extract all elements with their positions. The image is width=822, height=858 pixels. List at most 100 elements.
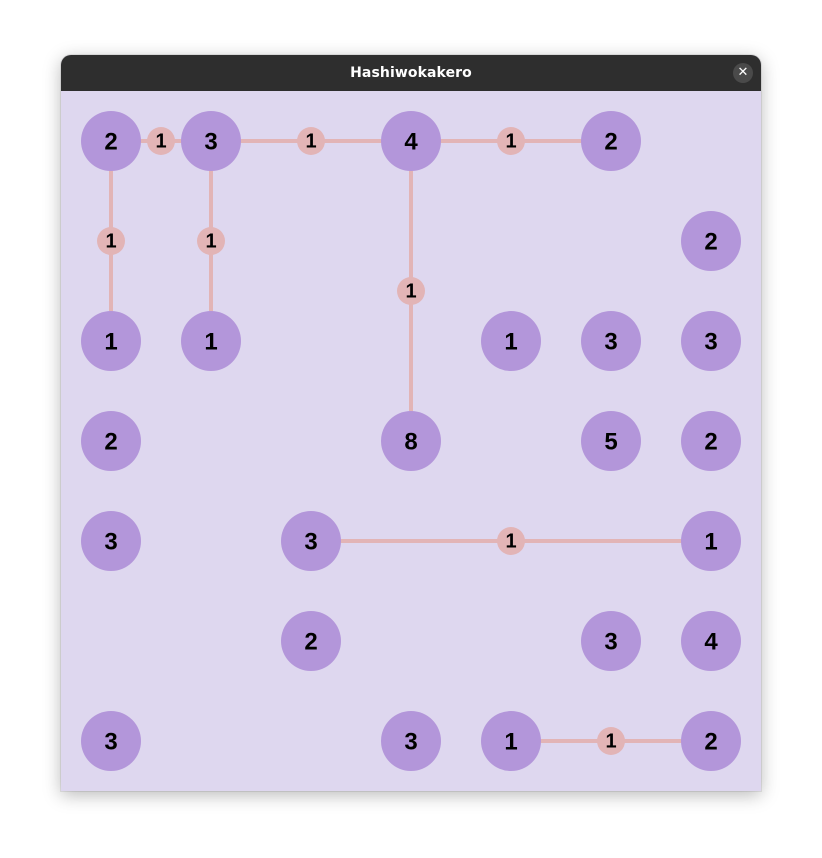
island-circle[interactable] xyxy=(681,411,741,471)
puzzle-board-canvas: 1 1 1 1 1 1 1 1 2 3 4 2 2 1 1 1 3 3 2 8 5 2 3 3 1 2 3 4 3 3 1 2 xyxy=(81,111,741,771)
island-value: 1 xyxy=(504,729,517,756)
bridge-count-label: 1 xyxy=(505,131,516,153)
bridge-count-marker[interactable] xyxy=(197,227,225,255)
island[interactable]: 3 xyxy=(81,711,141,771)
island-circle[interactable] xyxy=(581,311,641,371)
island-circle[interactable] xyxy=(481,711,541,771)
island-circle[interactable] xyxy=(181,111,241,171)
island-value: 2 xyxy=(104,429,117,456)
island-circle[interactable] xyxy=(481,311,541,371)
island[interactable]: 2 xyxy=(681,711,741,771)
island-value: 1 xyxy=(504,329,517,356)
bridge-count-marker[interactable] xyxy=(297,127,325,155)
island-circle[interactable] xyxy=(81,311,141,371)
game-window: Hashiwokakero ✕ 1 1 1 1 1 1 1 1 2 3 4 2 2 1 1 1 3 3 2 8 5 2 3… xyxy=(61,55,761,791)
island-value: 3 xyxy=(704,329,717,356)
island-value: 1 xyxy=(104,329,117,356)
island-circle[interactable] xyxy=(681,211,741,271)
bridge-count-marker[interactable] xyxy=(597,727,625,755)
island[interactable]: 4 xyxy=(681,611,741,671)
island-circle[interactable] xyxy=(81,111,141,171)
island[interactable]: 3 xyxy=(281,511,341,571)
island-circle[interactable] xyxy=(281,511,341,571)
island-circle[interactable] xyxy=(81,711,141,771)
island-circle[interactable] xyxy=(181,311,241,371)
island-circle[interactable] xyxy=(381,711,441,771)
island[interactable]: 5 xyxy=(581,411,641,471)
island[interactable]: 2 xyxy=(81,411,141,471)
bridge-count-label: 1 xyxy=(105,231,116,253)
bridge-count-label: 1 xyxy=(605,731,616,753)
island-value: 1 xyxy=(704,529,717,556)
island-value: 2 xyxy=(704,229,717,256)
island-value: 3 xyxy=(104,729,117,756)
bridge-count-label: 1 xyxy=(505,531,516,553)
island-value: 8 xyxy=(404,429,417,456)
bridge-count-label: 1 xyxy=(205,231,216,253)
island-value: 2 xyxy=(104,129,117,156)
island-circle[interactable] xyxy=(681,311,741,371)
island[interactable]: 2 xyxy=(681,211,741,271)
island[interactable]: 8 xyxy=(381,411,441,471)
island[interactable]: 3 xyxy=(581,611,641,671)
island-value: 1 xyxy=(204,329,217,356)
bridge-count-label: 1 xyxy=(405,281,416,303)
island-value: 3 xyxy=(604,329,617,356)
island[interactable]: 2 xyxy=(581,111,641,171)
island[interactable]: 2 xyxy=(281,611,341,671)
island[interactable]: 1 xyxy=(681,511,741,571)
island[interactable]: 1 xyxy=(481,711,541,771)
bridge[interactable]: 1 xyxy=(211,127,411,155)
island-circle[interactable] xyxy=(681,511,741,571)
bridge-count-marker[interactable] xyxy=(397,277,425,305)
island[interactable]: 1 xyxy=(81,311,141,371)
bridge-layer: 1 1 1 1 1 1 1 1 xyxy=(97,127,711,755)
island-value: 3 xyxy=(204,129,217,156)
island-value: 3 xyxy=(604,629,617,656)
bridge-count-marker[interactable] xyxy=(147,127,175,155)
island-circle[interactable] xyxy=(581,611,641,671)
island-circle[interactable] xyxy=(681,611,741,671)
island[interactable]: 3 xyxy=(581,311,641,371)
island[interactable]: 3 xyxy=(81,511,141,571)
island-value: 4 xyxy=(404,129,418,156)
island-circle[interactable] xyxy=(381,411,441,471)
island-circle[interactable] xyxy=(581,111,641,171)
island-circle[interactable] xyxy=(81,511,141,571)
bridge[interactable]: 1 xyxy=(97,141,125,341)
island[interactable]: 4 xyxy=(381,111,441,171)
island-value: 3 xyxy=(404,729,417,756)
island[interactable]: 2 xyxy=(681,411,741,471)
bridge-count-marker[interactable] xyxy=(497,127,525,155)
bridge-count-label: 1 xyxy=(305,131,316,153)
bridge[interactable]: 1 xyxy=(397,141,425,441)
island[interactable]: 3 xyxy=(381,711,441,771)
bridge-count-marker[interactable] xyxy=(497,527,525,555)
title-bar[interactable]: Hashiwokakero ✕ xyxy=(61,55,761,91)
island-value: 2 xyxy=(704,429,717,456)
island[interactable]: 3 xyxy=(681,311,741,371)
island-value: 2 xyxy=(704,729,717,756)
bridge[interactable]: 1 xyxy=(411,127,611,155)
island-circle[interactable] xyxy=(81,411,141,471)
window-title: Hashiwokakero xyxy=(350,65,472,81)
bridge-count-label: 1 xyxy=(155,131,166,153)
close-button[interactable]: ✕ xyxy=(733,63,753,83)
island-value: 2 xyxy=(304,629,317,656)
puzzle-board[interactable]: 1 1 1 1 1 1 1 1 2 3 4 2 2 1 1 1 3 3 2 8 5 2 3 3 1 2 3 4 3 3 1 2 xyxy=(61,91,761,791)
bridge[interactable]: 1 xyxy=(311,527,711,555)
island[interactable]: 2 xyxy=(81,111,141,171)
island[interactable]: 3 xyxy=(181,111,241,171)
island-circle[interactable] xyxy=(581,411,641,471)
island-circle[interactable] xyxy=(281,611,341,671)
island[interactable]: 1 xyxy=(181,311,241,371)
island-circle[interactable] xyxy=(681,711,741,771)
island-value: 4 xyxy=(704,629,718,656)
bridge[interactable]: 1 xyxy=(197,141,225,341)
island[interactable]: 1 xyxy=(481,311,541,371)
bridge-count-marker[interactable] xyxy=(97,227,125,255)
island-value: 3 xyxy=(304,529,317,556)
bridge[interactable]: 1 xyxy=(511,727,711,755)
island-value: 3 xyxy=(104,529,117,556)
island-circle[interactable] xyxy=(381,111,441,171)
